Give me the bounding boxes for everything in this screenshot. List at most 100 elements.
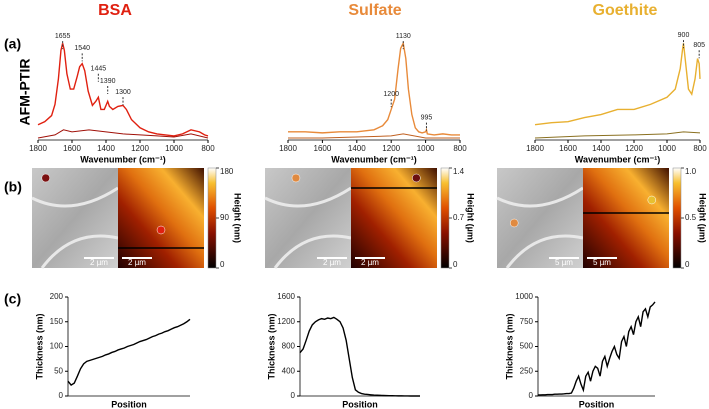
x-axis-label: Position — [579, 399, 615, 409]
x-tick-label: 1400 — [97, 144, 115, 153]
x-axis-label: Position — [111, 399, 147, 409]
y-tick-label: 400 — [282, 366, 296, 375]
y-tick-label: 250 — [520, 366, 534, 375]
scale-bar-label: 5 µm — [593, 258, 611, 267]
scale-bar-label: 2 µm — [90, 258, 108, 267]
y-axis-label: Thickness (nm) — [266, 313, 276, 379]
scale-bar-label: 2 µm — [323, 258, 341, 267]
x-tick-label: 1800 — [29, 144, 47, 153]
series-line — [67, 318, 191, 387]
series-line — [534, 43, 701, 126]
series-line — [538, 301, 656, 396]
colorbar-label: Height (µm) — [466, 193, 476, 243]
y-tick-label: 1000 — [515, 292, 533, 301]
colorbar-tick-label: 1.0 — [685, 167, 697, 176]
colorbar-tick-label: 0 — [220, 260, 225, 269]
colorbar-tick-label: 0 — [453, 260, 458, 269]
x-axis-label: Position — [342, 399, 378, 409]
image-texture — [31, 186, 119, 269]
height-image — [118, 168, 204, 268]
y-tick-label: 500 — [520, 342, 534, 351]
scale-bar-label: 5 µm — [555, 258, 573, 267]
x-axis-label: Wavenumber (cm⁻¹) — [80, 154, 165, 164]
image-texture — [496, 186, 584, 269]
x-axis-label: Wavenumber (cm⁻¹) — [575, 154, 660, 164]
location-marker — [291, 173, 301, 183]
scale-bar-label: 2 µm — [361, 258, 379, 267]
x-tick-label: 800 — [693, 144, 707, 153]
series-line — [534, 131, 701, 139]
peak-label: 1540 — [74, 45, 90, 52]
deflection-image — [497, 168, 583, 268]
location-marker — [156, 225, 166, 235]
x-tick-label: 800 — [201, 144, 215, 153]
colorbar-label: Height (nm) — [233, 193, 243, 243]
y-tick-label: 100 — [50, 342, 64, 351]
column-title: Goethite — [593, 2, 658, 19]
x-tick-label: 1600 — [63, 144, 81, 153]
x-tick-label: 1400 — [348, 144, 366, 153]
x-tick-label: 1200 — [625, 144, 643, 153]
series-line — [288, 41, 460, 136]
colorbar-tick-label: 0.7 — [453, 213, 465, 222]
height-image — [351, 168, 437, 268]
x-tick-label: 1200 — [382, 144, 400, 153]
deflection-image — [265, 168, 351, 268]
peak-label: 1300 — [115, 89, 131, 96]
peak-label: 1130 — [396, 33, 411, 40]
x-tick-label: 1800 — [279, 144, 297, 153]
peak-label: 1655 — [55, 33, 71, 40]
peak-label: 1200 — [383, 91, 399, 98]
peak-label: 1390 — [100, 78, 116, 85]
x-tick-label: 1000 — [417, 144, 435, 153]
colorbar — [440, 167, 450, 269]
y-tick-label: 750 — [520, 317, 534, 326]
series-line — [299, 316, 420, 397]
x-tick-label: 1400 — [592, 144, 610, 153]
panel-label: (c) — [4, 291, 21, 307]
x-tick-label: 1000 — [165, 144, 183, 153]
y-tick-label: 0 — [529, 391, 534, 400]
colorbar-tick-label: 0 — [685, 260, 690, 269]
panel-label: (a) — [4, 36, 21, 52]
colorbar — [672, 167, 682, 269]
height-image — [583, 168, 669, 268]
peak-label: 995 — [421, 114, 433, 121]
x-tick-label: 1800 — [526, 144, 544, 153]
series-line — [37, 43, 209, 137]
column-title: BSA — [98, 2, 132, 19]
x-axis-label: Wavenumber (cm⁻¹) — [331, 154, 416, 164]
location-marker — [412, 173, 421, 183]
y-axis-label: Thickness (nm) — [504, 313, 514, 379]
peak-label: 900 — [678, 32, 690, 39]
y-tick-label: 150 — [50, 317, 64, 326]
row-label: AFM-PTIR — [17, 59, 33, 126]
y-tick-label: 0 — [59, 391, 64, 400]
colorbar-tick-label: 1.4 — [453, 167, 465, 176]
image-texture — [264, 186, 352, 269]
y-tick-label: 1600 — [277, 292, 295, 301]
column-title: Sulfate — [348, 2, 401, 19]
y-axis-label: Thickness (nm) — [34, 313, 44, 379]
x-tick-label: 1200 — [131, 144, 149, 153]
panel-label: (b) — [4, 179, 22, 195]
location-marker — [509, 218, 519, 228]
series-line — [37, 129, 209, 139]
x-tick-label: 1600 — [314, 144, 332, 153]
series-line — [288, 133, 460, 139]
x-tick-label: 1000 — [658, 144, 676, 153]
deflection-image — [32, 168, 118, 268]
x-tick-label: 1600 — [559, 144, 577, 153]
y-tick-label: 1200 — [277, 317, 295, 326]
peak-label: 805 — [693, 42, 705, 49]
colorbar — [207, 167, 217, 269]
scale-bar-label: 2 µm — [128, 258, 146, 267]
y-tick-label: 0 — [291, 391, 296, 400]
y-tick-label: 50 — [54, 366, 63, 375]
colorbar-label: Height (µm) — [698, 193, 708, 243]
colorbar-tick-label: 0.5 — [685, 213, 697, 222]
y-tick-label: 800 — [282, 342, 296, 351]
location-marker — [41, 173, 51, 183]
colorbar-tick-label: 180 — [220, 167, 234, 176]
x-tick-label: 800 — [453, 144, 467, 153]
